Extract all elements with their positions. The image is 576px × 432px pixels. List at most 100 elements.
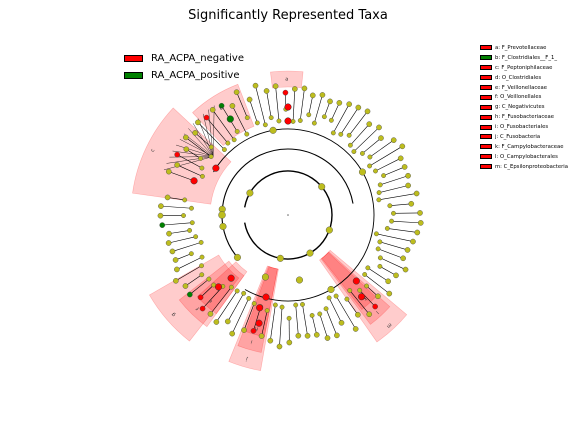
inner-node [317, 311, 323, 317]
leaf-node [334, 332, 340, 339]
branch [380, 175, 409, 186]
inner-node [276, 118, 282, 124]
leaf-node [183, 134, 189, 141]
branch [364, 274, 390, 294]
leaf-node [158, 203, 164, 209]
taxa-legend-label: i: O_Fusobacteriales [495, 124, 549, 131]
leaf-node [292, 86, 298, 92]
inner-node [293, 302, 299, 308]
significant-node [256, 304, 264, 312]
class-arc [221, 148, 354, 258]
leaf-node [295, 332, 302, 339]
leaf-node [182, 283, 189, 289]
taxa-legend-item-k: k: F_Campylobacteraceae [480, 142, 568, 152]
taxa-legend-swatch [480, 144, 492, 150]
branch [378, 248, 404, 259]
leaf-node [187, 291, 193, 298]
taxa-legend-item-g: g: C_Negativicutes [480, 102, 568, 112]
taxa-legend-item-h: h: F_Fusobacteriaceae [480, 112, 568, 122]
branch [261, 310, 268, 337]
taxa-legend-item-e: e: F_Veillonellaceae [480, 83, 568, 93]
hub-node [218, 211, 226, 219]
taxa-legend-label: k: F_Campylobacteraceae [495, 143, 564, 150]
leaf-node [174, 266, 180, 273]
inner-node [206, 276, 212, 282]
sector-label-g: g [170, 311, 177, 317]
taxa-legend-label: f: O_Veillonellales [495, 94, 542, 101]
inner-node [362, 272, 368, 277]
significant-node [190, 177, 198, 185]
branch [172, 242, 202, 252]
branch [319, 313, 328, 339]
significant-node [262, 293, 270, 301]
significant-node [284, 103, 292, 111]
branch [279, 307, 283, 347]
fan-branch [179, 139, 214, 157]
taxa-legend-swatch [480, 134, 492, 140]
taxa-legend-swatch [480, 124, 492, 130]
inner-node [290, 119, 296, 124]
inner-node [199, 272, 205, 278]
leaf-node [209, 106, 216, 113]
branch [175, 265, 202, 282]
highlight-sector-g [149, 254, 240, 342]
leaf-node [252, 82, 259, 89]
clade-node [358, 168, 366, 176]
leaf-node [207, 311, 214, 317]
taxa-legend-item-f: f: O_Veillonellales [480, 92, 568, 102]
branch [311, 315, 318, 335]
sector-label-k: k [362, 295, 368, 301]
taxa-legend-swatch [480, 114, 492, 120]
branch [359, 290, 376, 307]
clade-node [261, 273, 269, 281]
branch [314, 94, 323, 124]
branch [266, 90, 272, 118]
leaf-node [246, 96, 253, 103]
inner-node [198, 239, 204, 245]
leaf-node [229, 330, 235, 337]
leaf-node [417, 220, 424, 226]
inner-node [311, 120, 317, 126]
highlight-sector-j [228, 265, 279, 371]
branch [176, 256, 203, 270]
branch [308, 95, 314, 115]
significant-node [284, 117, 292, 125]
leaf-node [203, 114, 210, 121]
leaf-node [400, 255, 406, 262]
branch [236, 92, 248, 118]
taxa-legend-swatch [480, 45, 492, 51]
taxa-legend-label: d: O_Clostridiales [495, 74, 542, 81]
inner-node [377, 255, 383, 261]
significant-node [255, 319, 263, 327]
branch [333, 104, 350, 134]
inner-node [330, 130, 336, 136]
leaf-node [366, 311, 373, 318]
sector-label-b: b [219, 105, 225, 112]
significant-node [226, 115, 234, 123]
leaf-node [172, 257, 179, 263]
branch [189, 278, 210, 295]
tree-nodes [157, 82, 424, 350]
leaf-node [157, 212, 164, 219]
leaf-node [393, 272, 399, 279]
inner-node [244, 131, 250, 137]
branch [206, 117, 229, 144]
inner-node [208, 144, 214, 150]
branch [328, 297, 342, 323]
leaf-node [410, 238, 416, 245]
branch [210, 287, 232, 315]
leaf-node [263, 88, 270, 94]
leaf-node [405, 182, 411, 189]
legend-swatch-negative [124, 55, 143, 62]
branch [376, 233, 414, 242]
branch [349, 290, 370, 315]
taxa-legend-item-i: i: O_Fusobacteriales [480, 122, 568, 132]
taxa-legend-swatch [480, 85, 492, 90]
leaf-node [408, 200, 415, 207]
legend-item-positive: RA_ACPA_positive [124, 67, 244, 84]
taxa-legend-swatch [480, 154, 492, 160]
leaf-node [165, 168, 172, 175]
fan-branch [166, 156, 214, 164]
branch [353, 127, 380, 152]
branch [350, 123, 370, 146]
